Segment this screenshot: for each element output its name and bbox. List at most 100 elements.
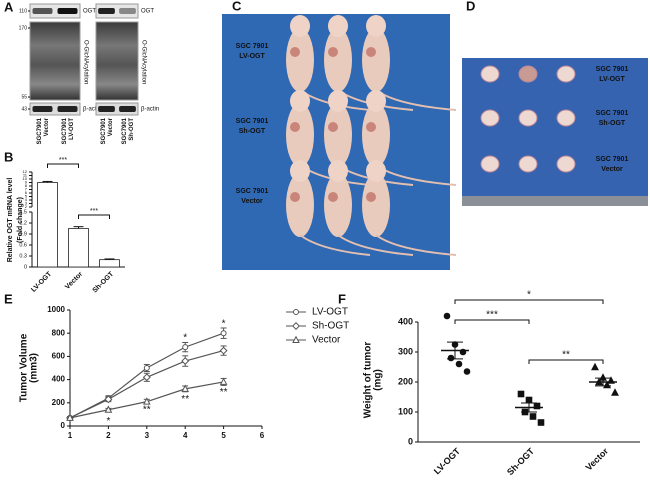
tumor (480, 155, 500, 173)
significance-bracket (454, 299, 604, 304)
x-tick-label: Vector (584, 446, 611, 473)
marker (599, 373, 607, 381)
bar (99, 259, 120, 268)
tumor-label: LV-OGT (599, 76, 625, 83)
marker (104, 405, 113, 413)
mouse-tumor (290, 47, 300, 57)
mouse-head (328, 160, 348, 182)
mouse-body (286, 103, 314, 167)
significance: *** (59, 157, 67, 164)
x-tick-label: 3 (145, 431, 150, 440)
mouse-tail (299, 234, 371, 256)
mice-label: SGC 7901 (236, 43, 269, 50)
mouse-tumor (328, 122, 338, 132)
mouse-tail (337, 234, 414, 256)
mouse-head (290, 160, 310, 182)
y-tick-label: 7 (25, 187, 28, 192)
y-tick-label: 0.3 (19, 253, 27, 259)
marker (142, 373, 151, 382)
mouse-body (362, 28, 390, 92)
panel-letter: E (4, 291, 13, 306)
y-axis-label: (mm3) (29, 353, 40, 383)
marker (537, 419, 545, 426)
y-tick-label: 0 (61, 421, 66, 430)
mw-marker: 170 (19, 25, 28, 31)
lane-label: SGC7901 (101, 117, 107, 144)
significance: ** (181, 394, 189, 405)
tumor-photo (462, 58, 648, 206)
significance: *** (90, 208, 98, 215)
x-tick-label: LV-OGT (432, 446, 463, 477)
mouse-tumor (328, 192, 338, 202)
tumor (556, 155, 576, 173)
y-axis-label: Weight of tumor (363, 342, 374, 419)
marker (219, 377, 228, 385)
significance: ** (220, 387, 228, 398)
y-tick-label: 10 (23, 176, 28, 181)
mouse-head (290, 15, 310, 37)
tumor (480, 109, 500, 127)
significance: * (222, 319, 226, 330)
mouse-tumor (328, 47, 338, 57)
legend-label: LV-OGT (312, 307, 348, 318)
y-axis-label: Relative OGT mRNA level (7, 178, 14, 263)
mouse-body (362, 173, 390, 237)
blot-label: O-GlcNAcylation (140, 40, 146, 84)
panel-letter: D (466, 0, 475, 13)
y-tick-label: 12 (23, 169, 28, 174)
lane-label: Vector (108, 117, 114, 136)
tumor-label: SGC 7901 (596, 110, 629, 117)
marker (293, 309, 299, 315)
y-tick-label: 1.5 (19, 209, 27, 215)
mouse-tumor (366, 47, 376, 57)
marker (142, 397, 151, 405)
lane-label: LV-OGT (69, 118, 75, 140)
marker (292, 322, 300, 330)
bar (68, 228, 89, 268)
mouse-body (324, 173, 352, 237)
marker (591, 362, 599, 371)
lane-label: SGC7901 (122, 117, 128, 144)
mice-label: LV-OGT (239, 53, 265, 60)
marker (533, 402, 541, 410)
y-tick-label: 9 (25, 180, 28, 185)
mouse-tumor (290, 122, 300, 132)
legend-label: Vector (312, 335, 341, 346)
marker (181, 357, 190, 365)
y-tick-label: 0 (24, 264, 27, 270)
lane-label: SGC7901 (37, 117, 43, 144)
tumor (480, 65, 500, 83)
mice-label: SGC 7901 (236, 118, 269, 125)
y-axis-label: (mg) (373, 369, 384, 391)
y-tick-label: 0.6 (19, 242, 27, 248)
mouse-head (328, 15, 348, 37)
marker (292, 335, 300, 343)
y-tick-label: 0.9 (19, 231, 27, 237)
mouse-body (286, 173, 314, 237)
y-tick-label: 11 (23, 173, 28, 178)
y-tick-label: 5 (25, 194, 28, 199)
x-tick-label: 1 (68, 431, 73, 440)
blot-label: O-GlcNAcylation (82, 40, 88, 84)
marker (181, 384, 190, 392)
y-tick-label: 400 (52, 375, 66, 384)
mouse-tumor (366, 122, 376, 132)
marker (529, 413, 537, 420)
y-axis-label: (Fold change) (17, 197, 24, 243)
marker (182, 344, 189, 351)
tumor-label: SGC 7901 (596, 66, 629, 73)
mouse-head (328, 90, 348, 112)
y-tick-label: 1.2 (19, 220, 27, 226)
y-tick-label: 200 (52, 398, 66, 407)
panel-letter: C (232, 0, 242, 13)
marker (455, 360, 463, 368)
y-tick-label: 300 (398, 346, 413, 356)
y-tick-label: 100 (398, 406, 413, 416)
y-tick-label: 0 (408, 436, 413, 446)
x-tick-label: 4 (183, 431, 188, 440)
blot-label: β-actin (141, 107, 159, 113)
marker (463, 368, 471, 375)
blot-label: OGT (83, 9, 96, 15)
marker (219, 346, 228, 355)
y-tick-label: 800 (52, 328, 66, 337)
